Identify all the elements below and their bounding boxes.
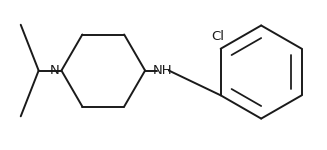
Text: Cl: Cl xyxy=(211,30,224,43)
Text: N: N xyxy=(50,64,60,77)
Text: NH: NH xyxy=(153,64,173,77)
